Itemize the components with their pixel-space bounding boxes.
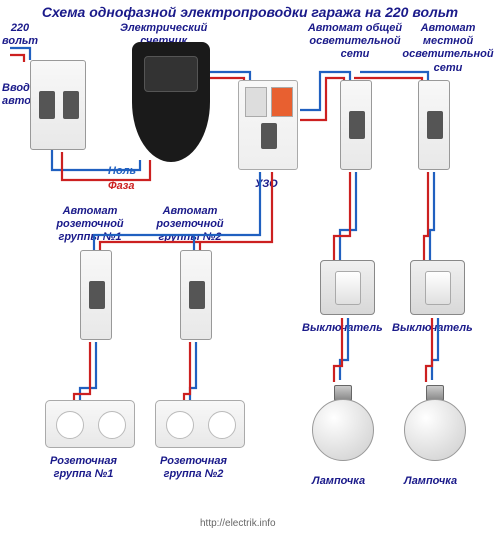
socket-group-1 (45, 400, 135, 448)
label-switch-2: Выключатель (392, 322, 473, 335)
label-socket-breaker-1: Автомат розеточной группы №1 (50, 205, 130, 245)
label-bulb-1: Лампочка (312, 475, 365, 488)
socket-breaker-2 (180, 250, 212, 340)
label-rcd: УЗО (255, 178, 278, 191)
light-bulb-2 (400, 385, 470, 470)
diagram-title: Схема однофазной электропроводки гаража … (0, 4, 500, 20)
socket-breaker-1 (80, 250, 112, 340)
general-light-breaker (340, 80, 372, 170)
label-socket-group-2: Розеточная группа №2 (160, 455, 227, 481)
label-bulb-2: Лампочка (404, 475, 457, 488)
label-input-voltage: 220 вольт (2, 22, 38, 48)
electric-meter (132, 42, 210, 162)
label-general-light-breaker: Автомат общей осветительной сети (300, 22, 410, 62)
label-local-light-breaker: Автомат местной осветительной сети (398, 22, 498, 75)
light-bulb-1 (308, 385, 378, 470)
main-breaker (30, 60, 86, 150)
label-switch-1: Выключатель (302, 322, 383, 335)
rcd-device (238, 80, 298, 170)
label-socket-breaker-2: Автомат розеточной группы №2 (150, 205, 230, 245)
wall-switch-1 (320, 260, 375, 315)
label-socket-group-1: Розеточная группа №1 (50, 455, 117, 481)
footer-link: http://electrik.info (200, 518, 276, 529)
wall-switch-2 (410, 260, 465, 315)
label-neutral: Ноль (108, 165, 136, 177)
label-phase: Фаза (108, 180, 134, 192)
local-light-breaker (418, 80, 450, 170)
socket-group-2 (155, 400, 245, 448)
